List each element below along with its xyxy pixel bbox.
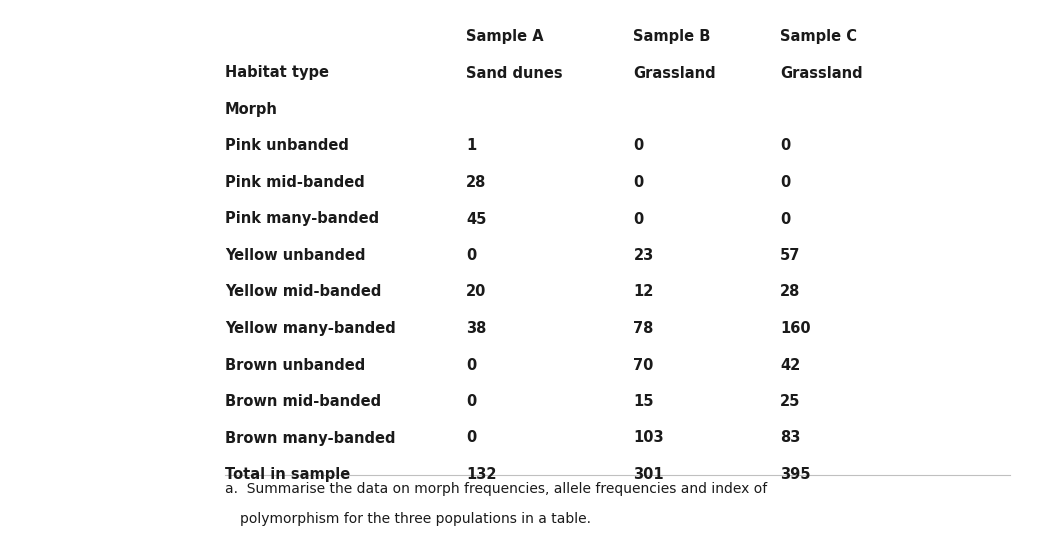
Text: 12: 12	[633, 285, 653, 300]
Text: 103: 103	[633, 430, 664, 445]
Text: 0: 0	[466, 394, 476, 409]
Text: 70: 70	[633, 357, 653, 372]
Text: Brown unbanded: Brown unbanded	[225, 357, 365, 372]
Text: a.  Summarise the data on morph frequencies, allele frequencies and index of: a. Summarise the data on morph frequenci…	[225, 482, 767, 496]
Text: 42: 42	[780, 357, 800, 372]
Text: 23: 23	[633, 248, 653, 263]
Text: 132: 132	[466, 467, 496, 482]
Text: Grassland: Grassland	[633, 65, 716, 80]
Text: Sand dunes: Sand dunes	[466, 65, 562, 80]
Text: 395: 395	[780, 467, 810, 482]
Text: 0: 0	[780, 212, 790, 227]
Text: polymorphism for the three populations in a table.: polymorphism for the three populations i…	[240, 512, 592, 526]
Text: 0: 0	[780, 138, 790, 153]
Text: 160: 160	[780, 321, 810, 336]
Text: 0: 0	[780, 175, 790, 190]
Text: Total in sample: Total in sample	[225, 467, 351, 482]
Text: 45: 45	[466, 212, 486, 227]
Text: Pink unbanded: Pink unbanded	[225, 138, 349, 153]
Text: 0: 0	[633, 138, 644, 153]
Text: Brown mid-banded: Brown mid-banded	[225, 394, 381, 409]
Text: 25: 25	[780, 394, 800, 409]
Text: Yellow unbanded: Yellow unbanded	[225, 248, 365, 263]
Text: 0: 0	[633, 212, 644, 227]
Text: 0: 0	[466, 248, 476, 263]
Text: Yellow mid-banded: Yellow mid-banded	[225, 285, 381, 300]
Text: Pink many-banded: Pink many-banded	[225, 212, 379, 227]
Text: Morph: Morph	[225, 102, 279, 117]
Text: 78: 78	[633, 321, 653, 336]
Text: 20: 20	[466, 285, 486, 300]
Text: 0: 0	[466, 357, 476, 372]
Text: Sample A: Sample A	[466, 29, 543, 44]
Text: 301: 301	[633, 467, 664, 482]
Text: 28: 28	[466, 175, 486, 190]
Text: 83: 83	[780, 430, 800, 445]
Text: 1: 1	[466, 138, 476, 153]
Text: Grassland: Grassland	[780, 65, 863, 80]
Text: 15: 15	[633, 394, 654, 409]
Text: Yellow many-banded: Yellow many-banded	[225, 321, 396, 336]
Text: 0: 0	[633, 175, 644, 190]
Text: Sample B: Sample B	[633, 29, 711, 44]
Text: 38: 38	[466, 321, 486, 336]
Text: Brown many-banded: Brown many-banded	[225, 430, 396, 445]
Text: Habitat type: Habitat type	[225, 65, 329, 80]
Text: Sample C: Sample C	[780, 29, 857, 44]
Text: Pink mid-banded: Pink mid-banded	[225, 175, 364, 190]
Text: 57: 57	[780, 248, 800, 263]
Text: 28: 28	[780, 285, 800, 300]
Text: 0: 0	[466, 430, 476, 445]
